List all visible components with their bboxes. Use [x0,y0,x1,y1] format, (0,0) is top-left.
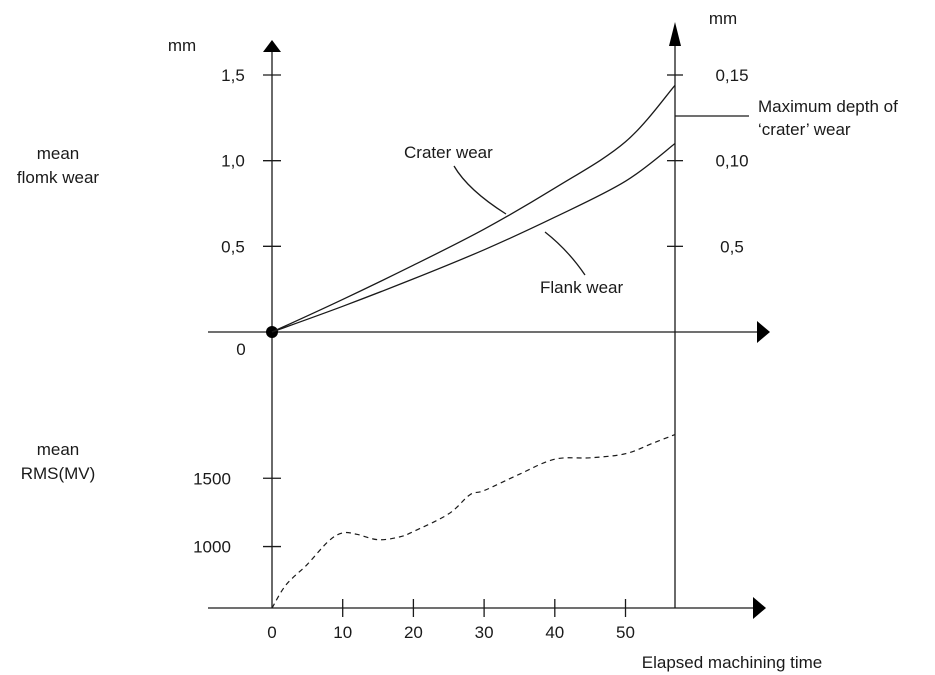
crater-wear-line [271,84,676,333]
crater-wear-leader [453,165,507,215]
time-axis-tick-label: 10 [333,623,352,642]
time-axis-tick-label: 20 [404,623,423,642]
right-axis-tick-label: 0,15 [715,66,748,85]
crater-wear-label: Crater wear [404,143,493,162]
flank-wear-label: Flank wear [540,278,623,297]
left-axis-tick-label: 1,5 [221,66,245,85]
time-axis-tick-label: 50 [616,623,635,642]
left-axis-title-line-2: flomk wear [17,168,100,187]
x-axis-title: Elapsed machining time [642,653,822,672]
time-axis-tick-label: 0 [267,623,276,642]
right-axis-tick-label: 0,5 [720,237,744,256]
rms-axis-title-line-2: RMS(MV) [21,464,96,483]
rms-line [271,434,676,609]
time-axis-tick-label: 40 [545,623,564,642]
rms-axis-tick-label: 1500 [193,469,231,488]
left-axis-tick-label: 0,5 [221,237,245,256]
flank-wear-line [271,142,676,333]
right-y-axis-arrow-icon [669,22,681,46]
time-axis-tick-label: 30 [475,623,494,642]
left-y-axis-arrow-icon [263,40,281,52]
left-axis-title-line-1: mean [37,144,80,163]
rms-axis-tick-label: 1000 [193,538,231,557]
rms-axis-title-line-1: mean [37,440,80,459]
left-axis-tick-label: 1,0 [221,152,245,171]
right-axis-unit: mm [709,9,737,28]
annotation-line-2: ‘crater’ wear [758,120,851,139]
left-axis-unit: mm [168,36,196,55]
origin-label: 0 [236,340,245,359]
flank-wear-leader [544,231,586,276]
right-axis-tick-label: 0,10 [715,152,748,171]
wear-x-axis-arrow-icon [757,321,770,343]
time-x-axis-arrow-icon [753,597,766,619]
annotation-line-1: Maximum depth of [758,97,898,116]
chart-marks: 1,5 1,0 0,5 0,15 0,10 0,5 1500 1000 0 10 20 30 40 50 [193,66,748,642]
